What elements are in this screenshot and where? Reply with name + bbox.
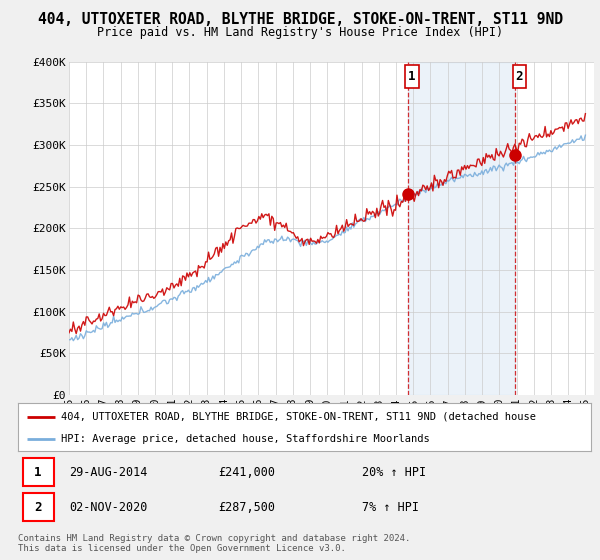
Text: £287,500: £287,500 xyxy=(218,501,275,514)
Text: 404, UTTOXETER ROAD, BLYTHE BRIDGE, STOKE-ON-TRENT, ST11 9ND (detached house: 404, UTTOXETER ROAD, BLYTHE BRIDGE, STOK… xyxy=(61,412,536,422)
Text: HPI: Average price, detached house, Staffordshire Moorlands: HPI: Average price, detached house, Staf… xyxy=(61,434,430,444)
Text: Contains HM Land Registry data © Crown copyright and database right 2024.
This d: Contains HM Land Registry data © Crown c… xyxy=(18,534,410,553)
Text: Price paid vs. HM Land Registry's House Price Index (HPI): Price paid vs. HM Land Registry's House … xyxy=(97,26,503,39)
Text: 1: 1 xyxy=(34,466,42,479)
FancyBboxPatch shape xyxy=(405,65,419,88)
Text: £241,000: £241,000 xyxy=(218,466,275,479)
FancyBboxPatch shape xyxy=(23,493,54,521)
Text: 7% ↑ HPI: 7% ↑ HPI xyxy=(362,501,419,514)
Text: 20% ↑ HPI: 20% ↑ HPI xyxy=(362,466,426,479)
Text: 1: 1 xyxy=(408,70,416,83)
Text: 404, UTTOXETER ROAD, BLYTHE BRIDGE, STOKE-ON-TRENT, ST11 9ND: 404, UTTOXETER ROAD, BLYTHE BRIDGE, STOK… xyxy=(37,12,563,27)
Bar xyxy=(407,62,515,395)
Text: 29-AUG-2014: 29-AUG-2014 xyxy=(70,466,148,479)
FancyBboxPatch shape xyxy=(512,65,526,88)
Text: 02-NOV-2020: 02-NOV-2020 xyxy=(70,501,148,514)
Text: 2: 2 xyxy=(34,501,42,514)
Text: 2: 2 xyxy=(515,70,523,83)
FancyBboxPatch shape xyxy=(23,458,54,486)
